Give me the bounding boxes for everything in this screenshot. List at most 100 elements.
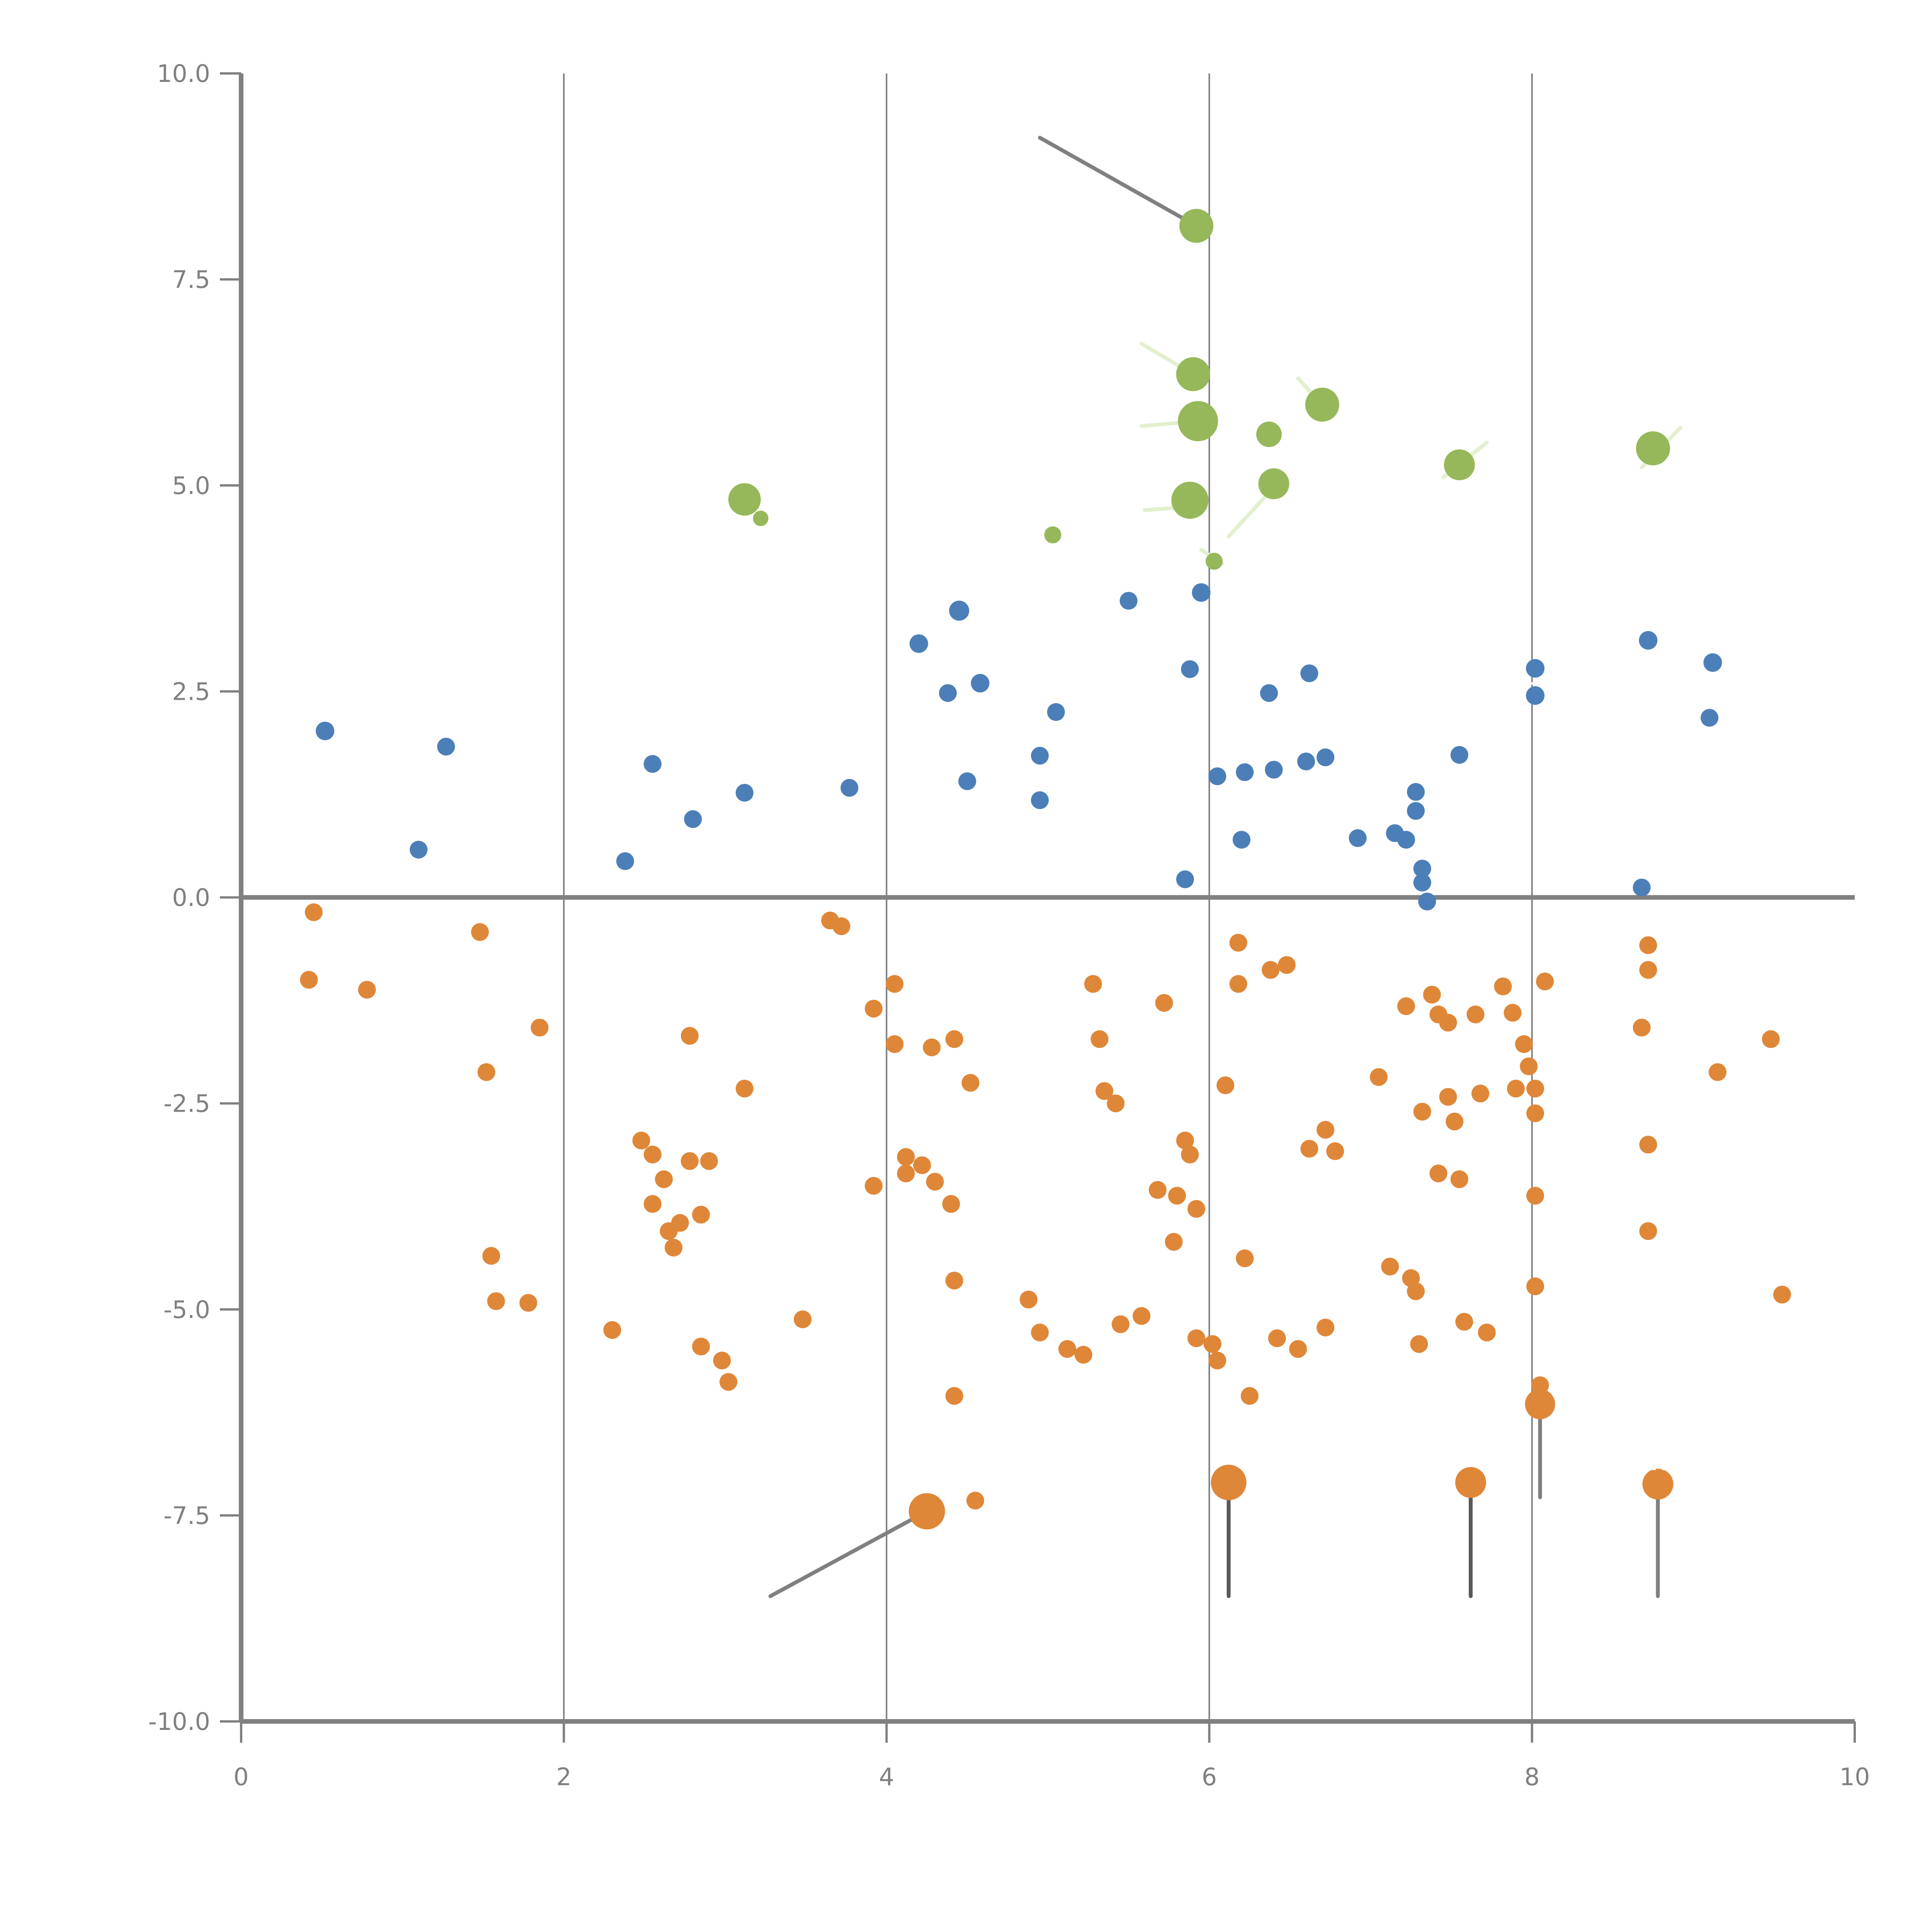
data-point-blue[interactable] [684, 810, 702, 828]
data-point-blue[interactable] [909, 634, 928, 653]
data-point-orange[interactable] [680, 1027, 699, 1045]
data-point-orange[interactable] [1090, 1030, 1109, 1048]
data-point-orange[interactable] [477, 1063, 495, 1081]
data-point-orange[interactable] [1229, 934, 1247, 952]
data-point-orange[interactable] [1410, 1335, 1428, 1353]
data-point-orange[interactable] [1639, 936, 1657, 954]
data-point-green[interactable] [753, 510, 769, 526]
data-point-orange[interactable] [1526, 1104, 1544, 1122]
data-point-orange[interactable] [1168, 1187, 1186, 1205]
data-point-orange[interactable] [1216, 1076, 1235, 1094]
data-point-orange[interactable] [719, 1373, 738, 1391]
data-point-green[interactable] [1044, 526, 1061, 544]
data-point-orange[interactable] [1423, 986, 1441, 1004]
data-point-orange[interactable] [1526, 1080, 1544, 1098]
data-point-blue[interactable] [1407, 783, 1425, 801]
data-point-orange[interactable] [886, 1035, 904, 1053]
data-point-blue[interactable] [1526, 686, 1545, 705]
data-point-orange[interactable] [1471, 1085, 1490, 1103]
data-point-orange[interactable] [1439, 1014, 1457, 1032]
data-point-orange[interactable] [1278, 956, 1296, 974]
data-point-orange[interactable] [713, 1351, 731, 1369]
data-point-blue[interactable] [971, 674, 990, 693]
data-point-blue[interactable] [1639, 631, 1658, 650]
data-point-blue[interactable] [1413, 859, 1431, 878]
data-point-green[interactable] [1176, 357, 1210, 391]
data-point-blue[interactable] [1031, 791, 1049, 809]
data-point-green[interactable] [1178, 401, 1218, 441]
data-point-blue[interactable] [316, 721, 335, 740]
data-point-orange[interactable] [1203, 1335, 1221, 1353]
data-point-orange[interactable] [1446, 1112, 1464, 1131]
data-point-orange[interactable] [487, 1292, 505, 1310]
data-point-orange[interactable] [692, 1206, 710, 1224]
data-point-blue[interactable] [735, 784, 753, 802]
data-point-orange[interactable] [945, 1387, 963, 1405]
data-point-orange[interactable] [1187, 1329, 1206, 1347]
data-point-orange[interactable] [1019, 1291, 1037, 1309]
data-point-orange[interactable] [1381, 1257, 1399, 1276]
data-point-orange[interactable] [1536, 973, 1554, 991]
data-point-orange[interactable] [794, 1310, 812, 1328]
data-point-orange[interactable] [864, 1177, 883, 1195]
data-point-orange[interactable] [671, 1214, 689, 1232]
data-point-orange[interactable] [832, 917, 850, 935]
data-point-blue[interactable] [1701, 709, 1719, 727]
data-point-green[interactable] [1171, 481, 1209, 519]
data-point-orange[interactable] [1455, 1313, 1473, 1331]
data-point-blue[interactable] [939, 684, 957, 702]
data-point-blue[interactable] [1265, 760, 1283, 779]
data-point-orange[interactable] [1450, 1170, 1468, 1188]
data-point-blue[interactable] [437, 738, 455, 756]
data-point-blue[interactable] [1407, 802, 1425, 820]
data-point-blue[interactable] [1450, 746, 1468, 764]
data-point-blue[interactable] [643, 755, 662, 773]
data-point-orange[interactable] [1229, 975, 1247, 993]
data-point-orange[interactable] [1031, 1323, 1049, 1342]
data-point-orange[interactable] [1084, 975, 1102, 993]
data-point-orange[interactable] [897, 1148, 915, 1166]
data-point-orange[interactable] [1762, 1030, 1780, 1048]
data-point-orange[interactable] [643, 1145, 662, 1163]
data-point-orange[interactable] [1525, 1389, 1555, 1419]
data-point-orange[interactable] [942, 1195, 960, 1213]
data-point-blue[interactable] [1300, 664, 1318, 682]
data-point-orange[interactable] [1208, 1351, 1226, 1369]
data-point-orange[interactable] [1507, 1080, 1525, 1098]
data-point-orange[interactable] [1455, 1467, 1486, 1498]
data-point-blue[interactable] [1119, 592, 1138, 610]
data-point-orange[interactable] [1133, 1307, 1151, 1325]
data-point-orange[interactable] [1148, 1181, 1167, 1199]
data-point-orange[interactable] [603, 1321, 621, 1339]
data-point-orange[interactable] [1531, 1376, 1549, 1394]
data-point-orange[interactable] [961, 1074, 980, 1092]
data-point-orange[interactable] [531, 1019, 549, 1037]
data-point-blue[interactable] [410, 840, 428, 859]
data-point-blue[interactable] [1208, 767, 1226, 786]
data-point-green[interactable] [1256, 422, 1282, 447]
data-point-orange[interactable] [1187, 1200, 1206, 1218]
data-point-blue[interactable] [1349, 829, 1367, 847]
data-points-group[interactable] [300, 209, 1791, 1530]
data-point-orange[interactable] [966, 1492, 985, 1510]
data-point-green[interactable] [1444, 449, 1475, 480]
data-point-orange[interactable] [1095, 1082, 1114, 1100]
data-point-orange[interactable] [692, 1337, 710, 1355]
data-point-orange[interactable] [1407, 1282, 1425, 1300]
data-point-orange[interactable] [1639, 1136, 1657, 1154]
data-point-orange[interactable] [735, 1080, 753, 1098]
data-point-orange[interactable] [1268, 1329, 1286, 1347]
data-point-orange[interactable] [700, 1152, 718, 1170]
data-point-blue[interactable] [840, 779, 859, 797]
data-point-orange[interactable] [643, 1195, 662, 1213]
data-point-blue[interactable] [1192, 583, 1211, 602]
data-point-green[interactable] [1636, 431, 1670, 466]
data-point-blue[interactable] [1526, 659, 1545, 678]
data-point-orange[interactable] [1639, 1222, 1657, 1240]
data-point-orange[interactable] [519, 1294, 537, 1312]
data-point-orange[interactable] [864, 1000, 883, 1018]
data-point-orange[interactable] [1526, 1277, 1544, 1296]
data-point-orange[interactable] [1520, 1057, 1538, 1075]
data-point-orange[interactable] [1526, 1187, 1544, 1205]
data-point-orange[interactable] [1709, 1063, 1727, 1081]
